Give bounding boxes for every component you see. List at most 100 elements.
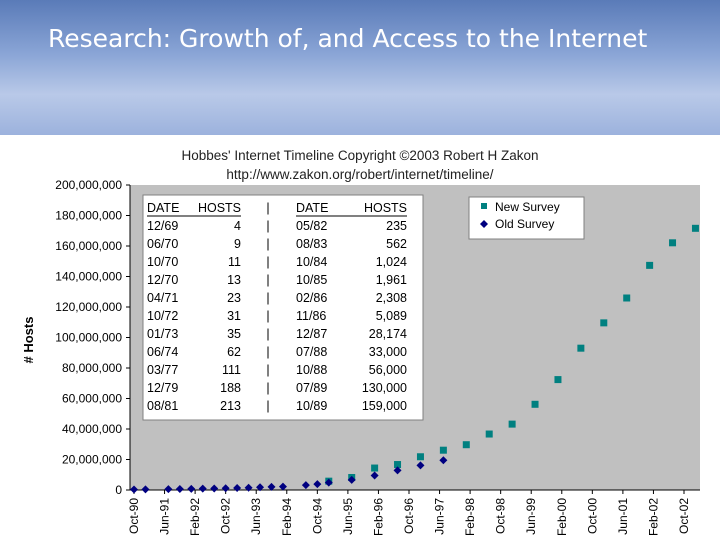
y-tick-label: 180,000,000 <box>55 209 122 223</box>
new-survey-point <box>508 420 516 428</box>
new-survey-point <box>600 319 608 327</box>
y-tick-label: 20,000,000 <box>62 453 122 467</box>
table-cell: 111 <box>222 363 241 377</box>
new-survey-point <box>394 461 402 469</box>
new-survey-point <box>669 239 677 247</box>
y-tick-label: 40,000,000 <box>62 422 122 436</box>
table-cell: 08/81 <box>147 399 178 413</box>
table-cell: 13 <box>227 273 241 287</box>
table-header-cell: DATE <box>296 201 328 215</box>
y-ticks: 0 20,000,000 40,000,000 60,000,000 80,000,00… <box>55 178 130 497</box>
new-survey-point <box>623 294 631 302</box>
table-cell: | <box>266 273 269 287</box>
table-cell: 23 <box>227 291 241 305</box>
table-cell: | <box>266 381 269 395</box>
table-cell: 06/74 <box>147 345 178 359</box>
x-tick-label: Jun-97 <box>433 498 447 535</box>
old-survey-point <box>278 482 287 491</box>
table-cell: 08/83 <box>296 237 327 251</box>
chart-title: Hobbes' Internet Timeline Copyright ©200… <box>182 148 539 163</box>
old-survey-point <box>393 466 402 475</box>
table-cell: 1,024 <box>376 255 407 269</box>
old-survey-point <box>244 483 253 492</box>
legend-marker-new-survey <box>481 203 487 209</box>
table-cell: | <box>266 345 269 359</box>
y-axis-label: # Hosts <box>21 317 36 364</box>
internet-hosts-chart: Hobbes' Internet Timeline Copyright ©200… <box>21 148 700 536</box>
new-survey-point <box>554 376 562 384</box>
legend-label-new-survey: New Survey <box>495 200 560 214</box>
old-survey-point <box>439 456 448 465</box>
y-tick-label: 140,000,000 <box>55 270 122 284</box>
table-cell: 12/69 <box>147 219 178 233</box>
old-survey-point <box>370 471 379 480</box>
x-tick-label: Jun-95 <box>341 498 355 535</box>
x-tick-label: Jun-99 <box>524 498 538 535</box>
table-cell: 01/73 <box>147 327 178 341</box>
legend-label-old-survey: Old Survey <box>495 217 554 231</box>
table-cell: 11 <box>228 255 241 269</box>
table-cell: | <box>266 309 269 323</box>
table-cell: 10/85 <box>296 273 327 287</box>
chart-subtitle: http://www.zakon.org/robert/internet/tim… <box>226 167 493 182</box>
new-survey-point <box>416 453 424 461</box>
old-survey-point <box>347 475 356 484</box>
table-cell: | <box>266 327 269 341</box>
new-survey-point <box>462 441 470 449</box>
new-survey-point <box>485 430 493 438</box>
table-cell: 188 <box>220 381 241 395</box>
x-tick-label: Oct-98 <box>494 498 508 534</box>
table-cell: 10/84 <box>296 255 327 269</box>
x-tick-label: Oct-92 <box>219 498 233 534</box>
table-cell: | <box>266 363 269 377</box>
x-tick-label: Oct-90 <box>127 498 141 534</box>
table-cell: 10/72 <box>147 309 178 323</box>
table-cell: 35 <box>227 327 241 341</box>
table-cell: 159,000 <box>362 399 407 413</box>
table-cell: | <box>266 219 269 233</box>
old-survey-point <box>187 484 196 493</box>
table-header-cell: DATE <box>147 201 179 215</box>
table-cells: DATE HOSTS | DATE HOSTS 12/69 4 | 05/82 235 06/70 9… <box>147 201 407 413</box>
x-tick-label: Feb-00 <box>555 498 569 536</box>
table-cell: 62 <box>227 345 241 359</box>
table-cell: | <box>266 291 269 305</box>
table-cell: 05/82 <box>296 219 327 233</box>
table-cell: | <box>266 237 269 251</box>
new-survey-point <box>439 446 447 454</box>
old-survey-point <box>210 484 219 493</box>
legend-marker-old-survey <box>480 220 488 228</box>
table-cell: 12/70 <box>147 273 178 287</box>
table-cell: 56,000 <box>369 363 407 377</box>
x-tick-label: Jun-91 <box>158 498 172 535</box>
table-header-cell: HOSTS <box>198 201 241 215</box>
table-cell: 03/77 <box>147 363 178 377</box>
table-header-cell: HOSTS <box>364 201 407 215</box>
table-cell: 5,089 <box>376 309 407 323</box>
table-cell: 10/70 <box>147 255 178 269</box>
table-cell: 31 <box>227 309 241 323</box>
table-cell: 02/86 <box>296 291 327 305</box>
y-tick-label: 0 <box>115 483 122 497</box>
x-tick-label: Feb-92 <box>188 498 202 536</box>
old-survey-point <box>221 484 230 493</box>
table-cell: 06/70 <box>147 237 178 251</box>
old-survey-point <box>313 480 322 489</box>
x-ticks: Oct-90 Jun-91 Feb-92 Oct-92 Jun-93 Feb-94 Oct-… <box>127 490 691 536</box>
old-survey-point <box>416 461 425 470</box>
old-survey-point <box>175 485 184 494</box>
table-cell: 4 <box>234 219 241 233</box>
new-survey-point <box>531 400 539 408</box>
table-cell: 9 <box>234 237 241 251</box>
new-survey-point <box>371 464 379 472</box>
old-survey-point <box>198 484 207 493</box>
table-cell: 28,174 <box>369 327 407 341</box>
y-tick-label: 60,000,000 <box>62 392 122 406</box>
y-tick-label: 80,000,000 <box>62 361 122 375</box>
table-cell: 130,000 <box>362 381 407 395</box>
x-tick-label: Oct-02 <box>677 498 691 534</box>
legend: New Survey Old Survey <box>468 196 585 240</box>
table-cell: 07/88 <box>296 345 327 359</box>
table-cell: 10/89 <box>296 399 327 413</box>
slide-background <box>0 0 720 135</box>
